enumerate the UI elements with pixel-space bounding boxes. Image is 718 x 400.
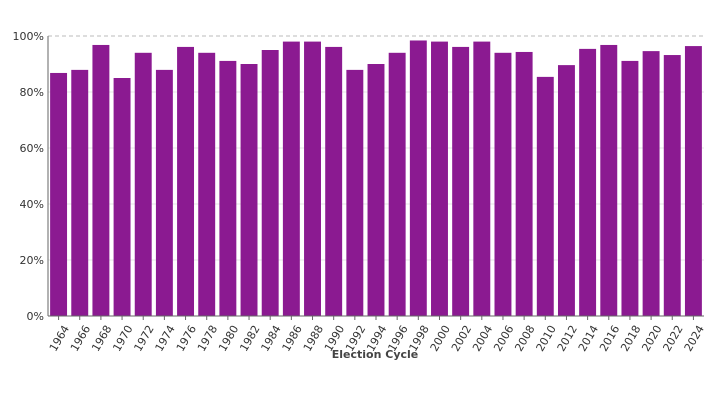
- x-tick-label: 1982: [237, 323, 262, 354]
- x-tick-label: 1978: [195, 323, 220, 354]
- x-tick-label: 2016: [597, 323, 622, 354]
- bar-1980: [219, 60, 237, 316]
- bar-2002: [452, 46, 470, 317]
- x-tick-label: 2014: [576, 323, 601, 354]
- x-tick-label: 1966: [68, 323, 93, 354]
- y-tick-label: 0%: [27, 310, 44, 323]
- x-tick-label: 2002: [449, 323, 474, 354]
- bar-2004: [473, 41, 491, 316]
- bar-1992: [346, 69, 364, 316]
- bar-2024: [684, 46, 702, 317]
- bar-1964: [50, 72, 68, 317]
- x-tick-label: 2024: [682, 323, 707, 354]
- bar-1986: [282, 41, 300, 316]
- bar-1990: [325, 46, 343, 317]
- x-tick-label: 2008: [512, 323, 537, 354]
- bar-1998: [409, 40, 427, 316]
- x-axis-title: Election Cycle: [332, 348, 419, 361]
- y-tick-label: 20%: [20, 254, 44, 267]
- bar-1994: [367, 64, 385, 316]
- x-tick-label: 1970: [110, 323, 135, 354]
- bar-1982: [240, 64, 258, 316]
- bar-1996: [388, 52, 406, 317]
- bar-1984: [261, 50, 279, 316]
- bar-1988: [304, 41, 321, 316]
- bar-1970: [113, 78, 131, 316]
- x-tick-label: 2000: [428, 323, 453, 354]
- y-tick-label: 40%: [20, 198, 44, 211]
- bar-2012: [557, 65, 575, 317]
- bar-1978: [198, 52, 216, 317]
- x-tick-label: 1964: [47, 323, 72, 354]
- y-tick-label: 60%: [20, 142, 44, 155]
- x-tick-label: 1984: [258, 323, 283, 354]
- bar-2014: [579, 48, 597, 316]
- bar-2000: [431, 41, 448, 316]
- bar-2010: [536, 76, 554, 316]
- x-tick-label: 1972: [131, 323, 156, 354]
- x-tick-label: 1986: [280, 323, 305, 354]
- bar-1974: [155, 69, 173, 316]
- bars: [50, 40, 702, 317]
- x-tick-label: 1980: [216, 323, 241, 354]
- bar-2018: [621, 60, 639, 316]
- x-tick-label: 2020: [639, 323, 664, 354]
- x-tick-label: 2010: [534, 323, 559, 354]
- bar-1968: [92, 44, 110, 317]
- bar-1966: [71, 69, 89, 316]
- y-tick-labels: 0% 20% 40% 60% 80% 100%: [13, 30, 44, 323]
- x-tick-label: 2012: [555, 323, 580, 354]
- x-tick-label: 1988: [301, 323, 326, 354]
- bar-2006: [494, 52, 512, 317]
- bar-2020: [642, 51, 660, 317]
- bar-1972: [134, 52, 152, 317]
- x-tick-label: 2006: [491, 323, 516, 354]
- x-tick-label: 1968: [89, 323, 114, 354]
- x-tick-label: 1976: [174, 323, 199, 354]
- bar-2016: [600, 44, 618, 317]
- y-tick-label: 80%: [20, 86, 44, 99]
- bar-2022: [663, 55, 681, 316]
- x-tick-label: 2022: [661, 323, 686, 354]
- x-tick-label: 1974: [153, 323, 178, 354]
- bar-1976: [177, 46, 195, 317]
- bar-2008: [515, 51, 533, 317]
- x-tick-label: 2004: [470, 323, 495, 354]
- x-tick-label: 2018: [618, 323, 643, 354]
- y-tick-label: 100%: [13, 30, 44, 43]
